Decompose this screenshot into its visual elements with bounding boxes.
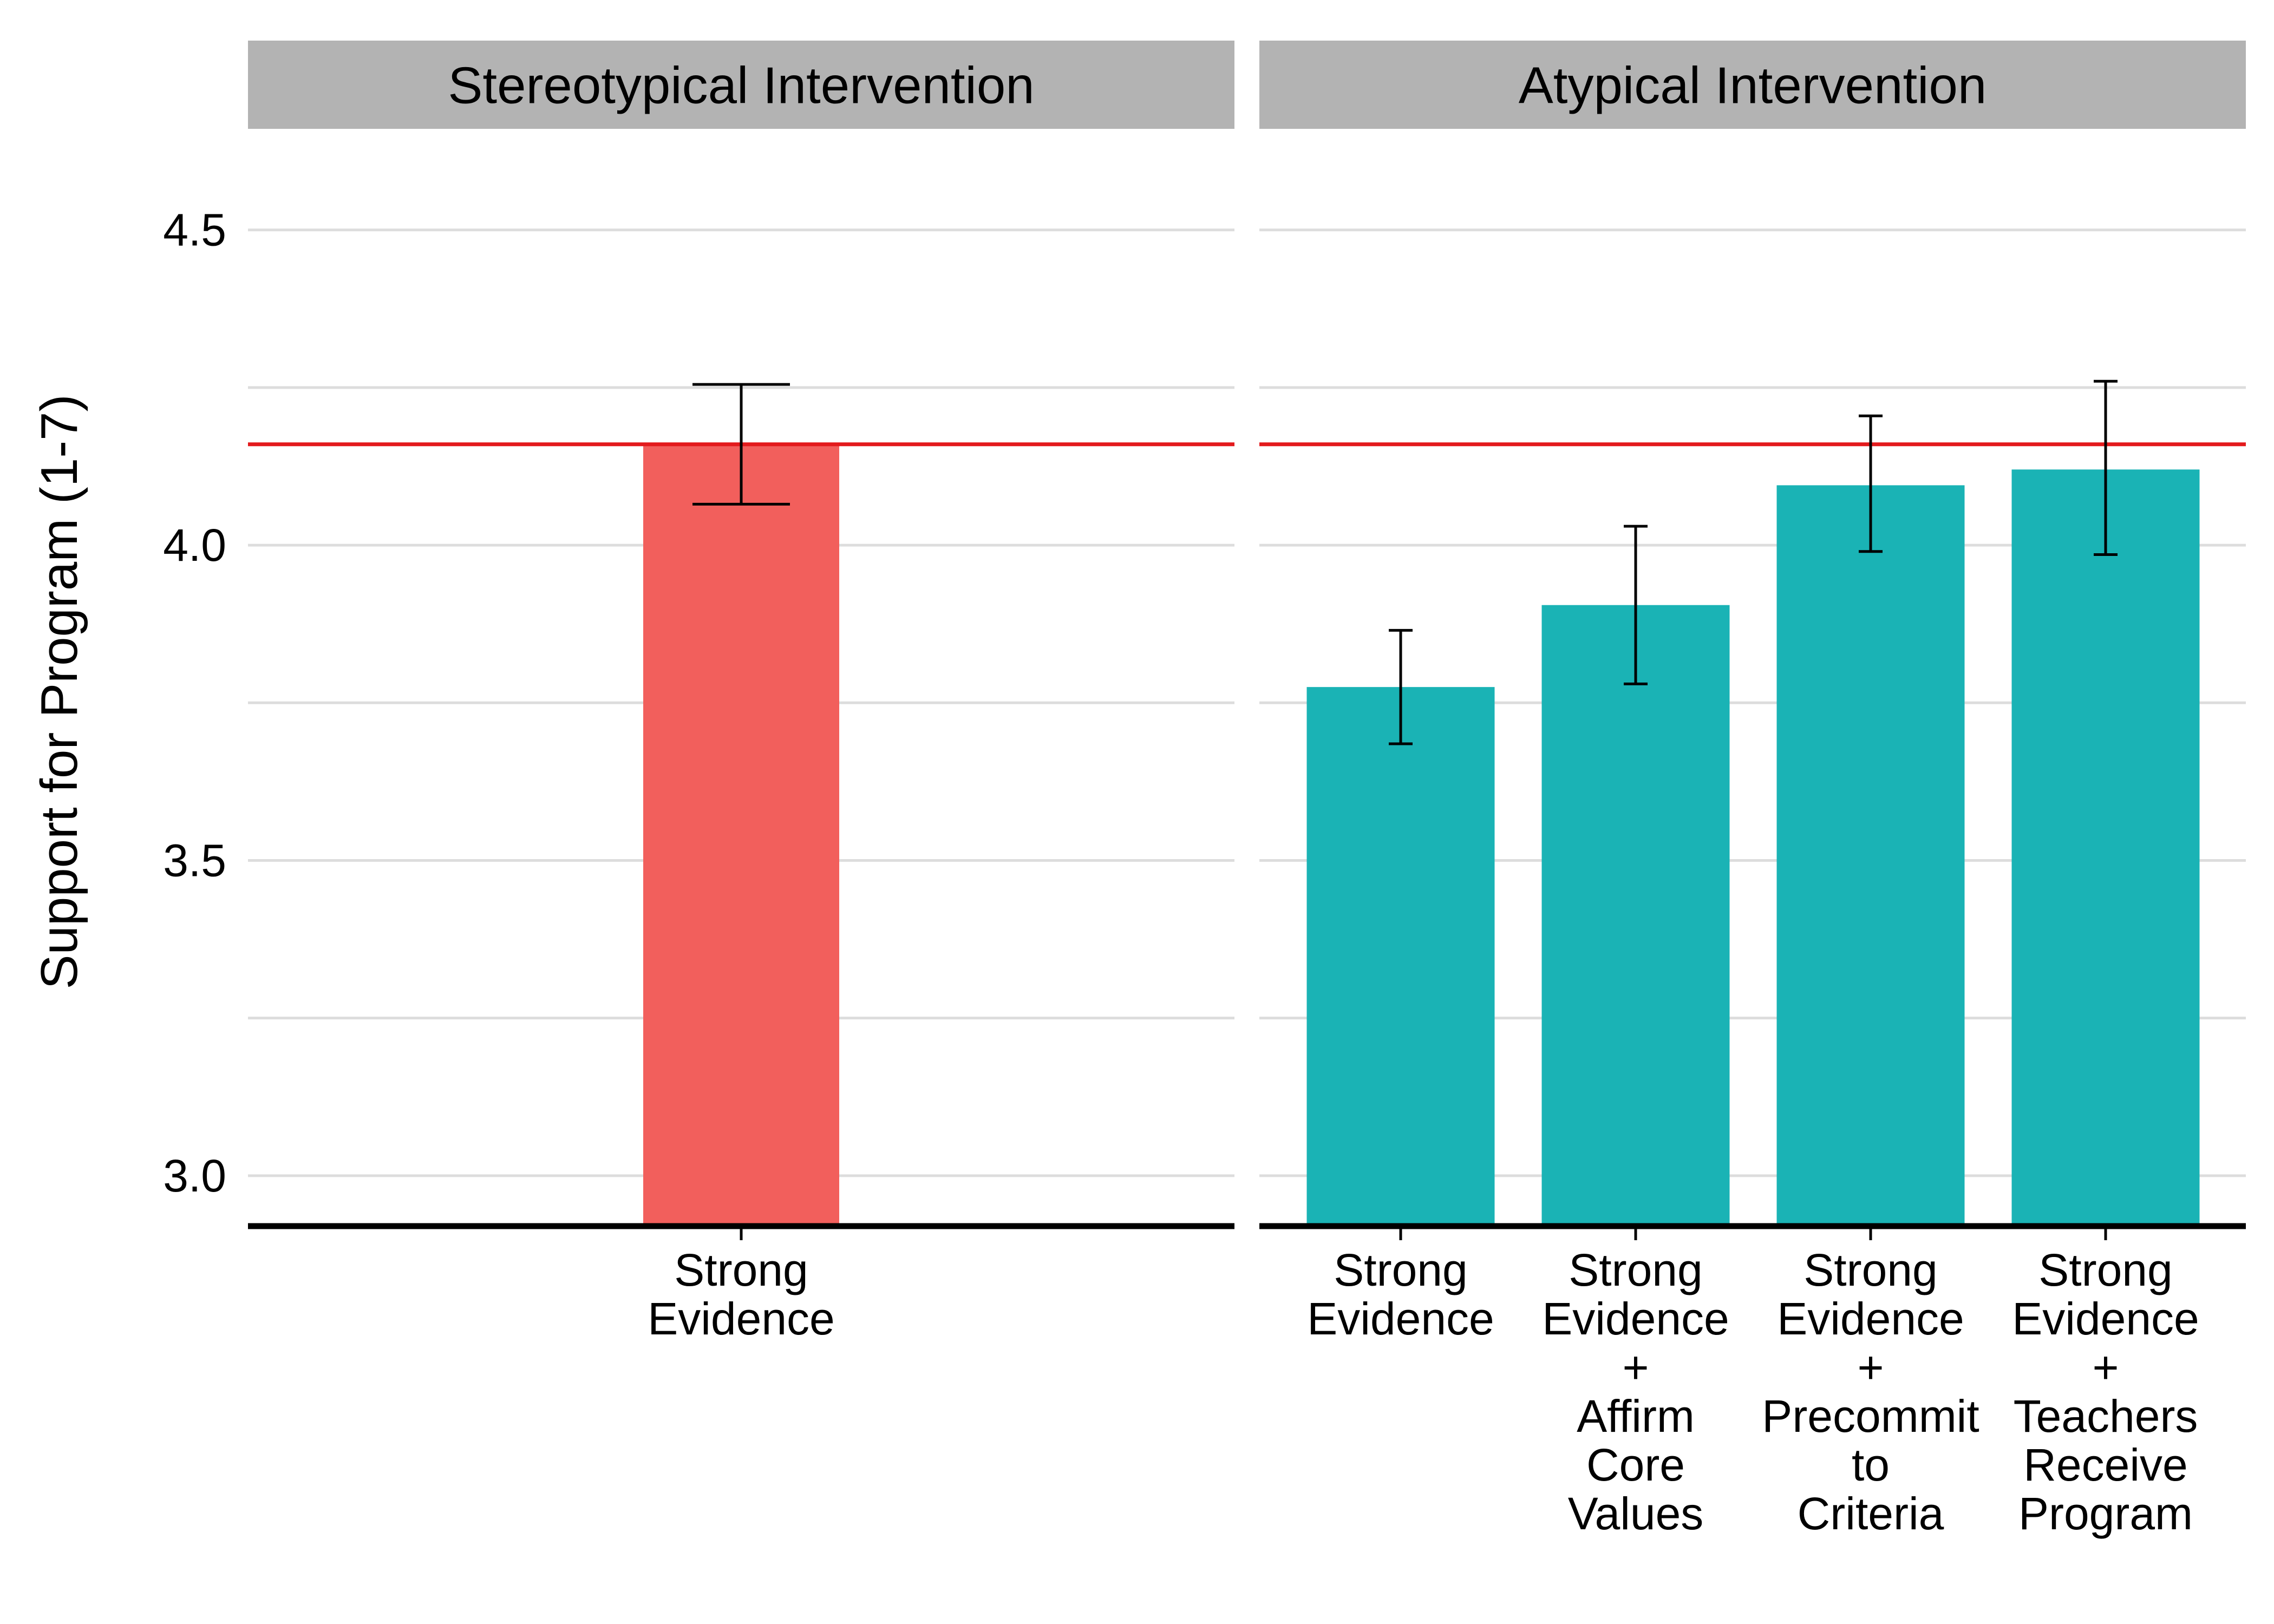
x-tick-label: Strong Evidence + Affirm Core Values bbox=[1542, 1245, 1729, 1539]
x-tick-label-line: Evidence bbox=[2012, 1293, 2199, 1344]
x-tick-label-line: Strong bbox=[1569, 1245, 1703, 1295]
x-tick-label-line: + bbox=[2092, 1342, 2119, 1393]
y-tick-label: 3.5 bbox=[163, 835, 226, 886]
x-tick-label-line: Strong bbox=[674, 1245, 808, 1295]
y-tick-label: 4.0 bbox=[163, 520, 226, 571]
bar bbox=[643, 444, 839, 1226]
y-axis-title: Support for Program (1-7) bbox=[30, 394, 88, 989]
panel-strip bbox=[248, 41, 1234, 129]
x-tick-label-line: Evidence bbox=[648, 1293, 835, 1344]
x-tick-label-line: Evidence bbox=[1542, 1293, 1729, 1344]
panel-strip bbox=[1259, 41, 2246, 129]
x-tick-label: Strong Evidence + Precommit to Criteria bbox=[1762, 1245, 1979, 1539]
x-tick-label-line: Receive bbox=[2023, 1439, 2187, 1490]
panel-strip-title: Stereotypical Intervention bbox=[448, 57, 1034, 115]
x-tick-label-line: Strong bbox=[2038, 1245, 2173, 1295]
x-tick-label: Strong Evidence bbox=[1307, 1245, 1494, 1344]
bar bbox=[2011, 469, 2200, 1226]
x-tick-label-line: + bbox=[1622, 1342, 1649, 1393]
x-tick-label-line: Teachers bbox=[2014, 1391, 2198, 1442]
x-tick-label-line: Program bbox=[2018, 1488, 2193, 1539]
x-tick-label: Strong Evidence + Teachers Receive Program bbox=[2012, 1245, 2199, 1539]
bar bbox=[1541, 605, 1730, 1226]
x-tick-label-line: Evidence bbox=[1307, 1293, 1494, 1344]
x-tick-label-line: to bbox=[1852, 1439, 1890, 1490]
x-tick-label: Strong Evidence bbox=[648, 1245, 835, 1344]
x-tick-label-line: Precommit bbox=[1762, 1391, 1979, 1442]
x-tick-label-line: Strong bbox=[1803, 1245, 1938, 1295]
x-tick-label-line: Criteria bbox=[1798, 1488, 1944, 1539]
bar bbox=[1306, 687, 1495, 1226]
y-tick-label: 3.0 bbox=[163, 1150, 226, 1201]
x-tick-label-line: + bbox=[1857, 1342, 1884, 1393]
x-tick-label-line: Core bbox=[1586, 1439, 1685, 1490]
x-tick-label-line: Strong bbox=[1334, 1245, 1468, 1295]
x-tick-label-line: Affirm bbox=[1577, 1391, 1695, 1442]
x-tick-label-line: Values bbox=[1568, 1488, 1704, 1539]
panel-strip-title: Atypical Intervention bbox=[1519, 57, 1987, 115]
bar bbox=[1776, 485, 1965, 1226]
x-tick-label-line: Evidence bbox=[1777, 1293, 1964, 1344]
y-tick-label: 4.5 bbox=[163, 205, 226, 256]
